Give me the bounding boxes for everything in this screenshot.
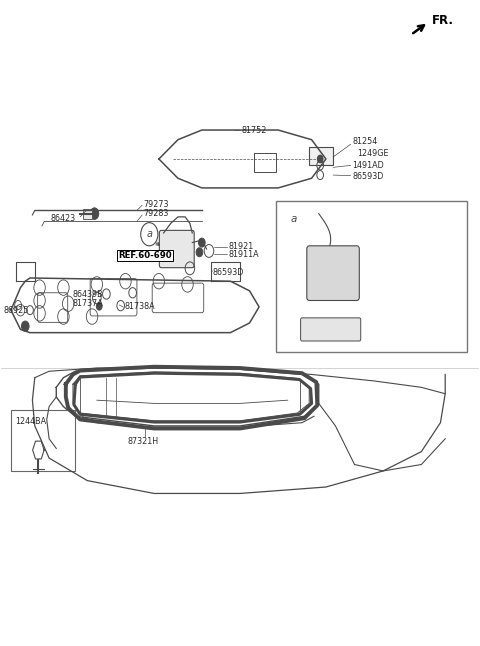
Text: a: a <box>291 214 297 224</box>
Circle shape <box>90 208 99 220</box>
Text: 86593D: 86593D <box>213 268 244 277</box>
Text: 81737A: 81737A <box>72 298 103 307</box>
Text: 87321H: 87321H <box>128 437 159 446</box>
FancyBboxPatch shape <box>159 231 194 267</box>
Text: 79273: 79273 <box>143 200 168 209</box>
Text: 81738A: 81738A <box>124 302 155 311</box>
Bar <box>254 152 276 172</box>
Text: 86423: 86423 <box>50 214 76 224</box>
Text: a: a <box>146 229 152 239</box>
Circle shape <box>196 248 203 256</box>
Text: FR.: FR. <box>432 14 455 26</box>
Text: 81230: 81230 <box>363 245 388 253</box>
Text: 86593D: 86593D <box>352 172 384 181</box>
FancyBboxPatch shape <box>300 318 361 341</box>
Text: REF.60-690: REF.60-690 <box>118 251 172 260</box>
Text: 1125DA: 1125DA <box>365 262 397 271</box>
Circle shape <box>199 238 205 247</box>
Text: 81210B: 81210B <box>365 328 396 337</box>
Circle shape <box>96 302 102 310</box>
Circle shape <box>22 321 29 331</box>
Bar <box>309 147 333 165</box>
Bar <box>83 209 92 219</box>
Text: 86439B: 86439B <box>72 290 103 299</box>
Text: 81752: 81752 <box>241 125 267 134</box>
Text: 1244BA: 1244BA <box>15 417 46 426</box>
Bar <box>276 201 467 352</box>
Text: 1249GE: 1249GE <box>357 149 388 158</box>
Text: 86925: 86925 <box>4 306 29 315</box>
Text: 79283: 79283 <box>143 209 168 218</box>
Text: 81921: 81921 <box>228 242 253 251</box>
Text: 1125DA: 1125DA <box>342 301 373 310</box>
Bar <box>11 410 75 471</box>
Text: 1491AD: 1491AD <box>352 161 384 170</box>
Circle shape <box>317 155 323 163</box>
FancyBboxPatch shape <box>307 246 360 300</box>
Text: 81911A: 81911A <box>228 249 259 258</box>
Text: 81254: 81254 <box>352 137 377 146</box>
Circle shape <box>318 313 324 320</box>
